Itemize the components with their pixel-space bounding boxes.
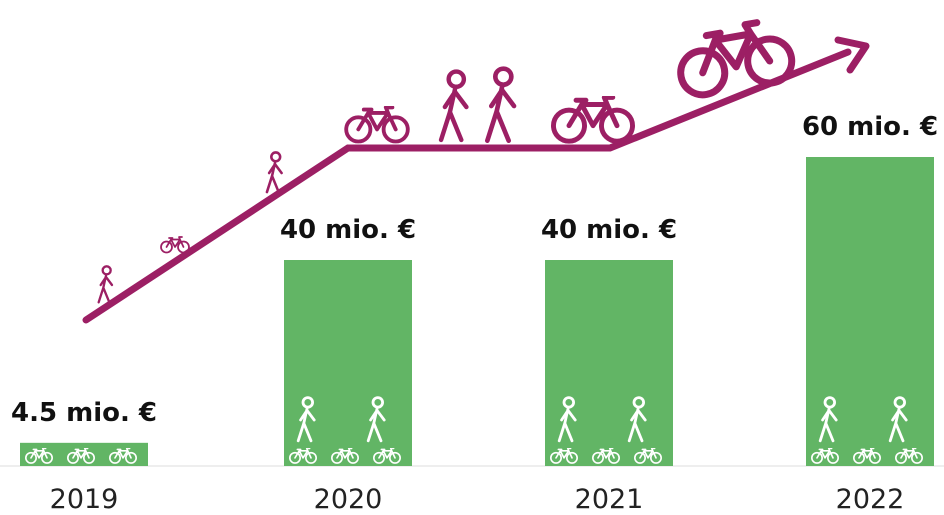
- icon: [553, 97, 632, 141]
- value-label: 40 mio. €: [541, 215, 677, 245]
- arrow-head: [834, 36, 870, 74]
- icon: [160, 236, 190, 254]
- x-tick-label: 2020: [314, 484, 383, 515]
- icon: [265, 151, 283, 194]
- value-label: 4.5 mio. €: [11, 398, 157, 428]
- x-tick-label: 2019: [50, 484, 119, 515]
- value-label: 40 mio. €: [280, 215, 416, 245]
- bar: [545, 260, 673, 466]
- icon: [441, 72, 466, 140]
- x-tick-label: 2021: [575, 484, 644, 515]
- decoration: [82, 18, 870, 324]
- trend-arrow: [82, 48, 852, 324]
- icon: [487, 69, 514, 141]
- icon: [344, 106, 410, 144]
- icon: [97, 265, 114, 304]
- value-label: 60 mio. €: [802, 112, 938, 142]
- icon: [674, 18, 795, 99]
- bar: [284, 260, 412, 466]
- x-tick-label: 2022: [836, 484, 905, 515]
